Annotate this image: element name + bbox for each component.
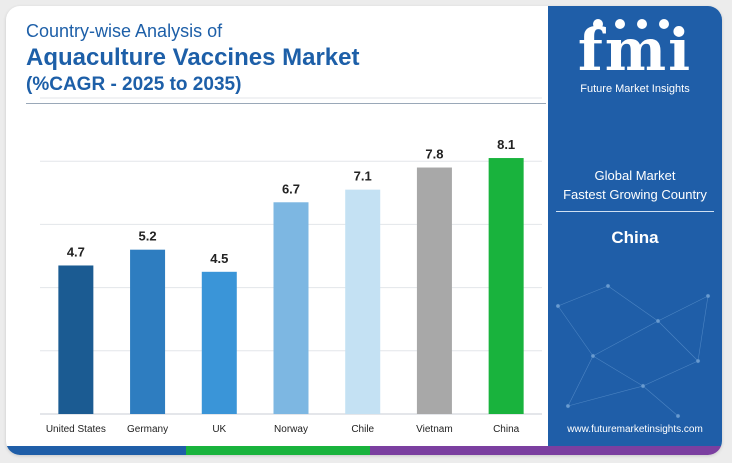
- network-pattern-decoration: [555, 283, 711, 419]
- bar-vietnam: [416, 167, 452, 414]
- chart-title-line3: (%CAGR - 2025 to 2035): [26, 74, 242, 95]
- bar-chile: [345, 189, 381, 414]
- logo-figures-icon: [593, 19, 669, 29]
- bar-norway: [273, 202, 309, 414]
- bar-uk: [201, 271, 237, 414]
- x-tick-label: United States: [46, 424, 106, 435]
- bottom-bar-green-segment: [186, 446, 370, 455]
- sidebar-panel: fmi Future Market Insights Global Market…: [548, 6, 722, 446]
- sidebar-label-global-market: Global Market: [594, 168, 676, 183]
- sidebar-fastest-country: China: [611, 228, 659, 247]
- chart-title-line1: Country-wise Analysis of: [26, 21, 223, 41]
- bottom-bar-blue-segment: [6, 446, 186, 455]
- fmi-logo: fmi: [577, 16, 693, 84]
- bar-united-states: [58, 265, 94, 414]
- title-divider: [26, 103, 546, 104]
- x-tick-label: Germany: [127, 424, 168, 435]
- data-label: 5.2: [139, 229, 157, 244]
- bottom-bar-purple-segment: [370, 446, 722, 455]
- bar-chart: 4.7 United States 5.2 Germany 4.5 UK 6.7 Norway…: [40, 97, 542, 435]
- sidebar-label-fastest-growing: Fastest Growing Country: [563, 187, 707, 202]
- data-label: 7.8: [425, 147, 443, 162]
- x-tick-label: Chile: [351, 424, 374, 435]
- bottom-color-bar: [6, 446, 722, 455]
- sidebar-divider: [556, 211, 714, 212]
- data-label: 4.7: [67, 244, 85, 259]
- data-label: 8.1: [497, 137, 515, 152]
- x-tick-label: Norway: [274, 424, 308, 435]
- bar-germany: [130, 249, 166, 414]
- chart-card: Country-wise Analysis of Aquaculture Vac…: [6, 6, 722, 455]
- x-tick-label: UK: [212, 424, 226, 435]
- logo-subtitle: Future Market Insights: [580, 83, 690, 95]
- data-label: 6.7: [282, 181, 300, 196]
- data-label: 7.1: [354, 169, 372, 184]
- chart-title-line2: Aquaculture Vaccines Market: [26, 44, 360, 71]
- bar-china: [488, 158, 524, 414]
- x-tick-label: Vietnam: [416, 424, 453, 435]
- x-tick-label: China: [493, 424, 520, 435]
- website-url[interactable]: www.futuremarketinsights.com: [567, 424, 703, 435]
- data-label: 4.5: [210, 251, 228, 266]
